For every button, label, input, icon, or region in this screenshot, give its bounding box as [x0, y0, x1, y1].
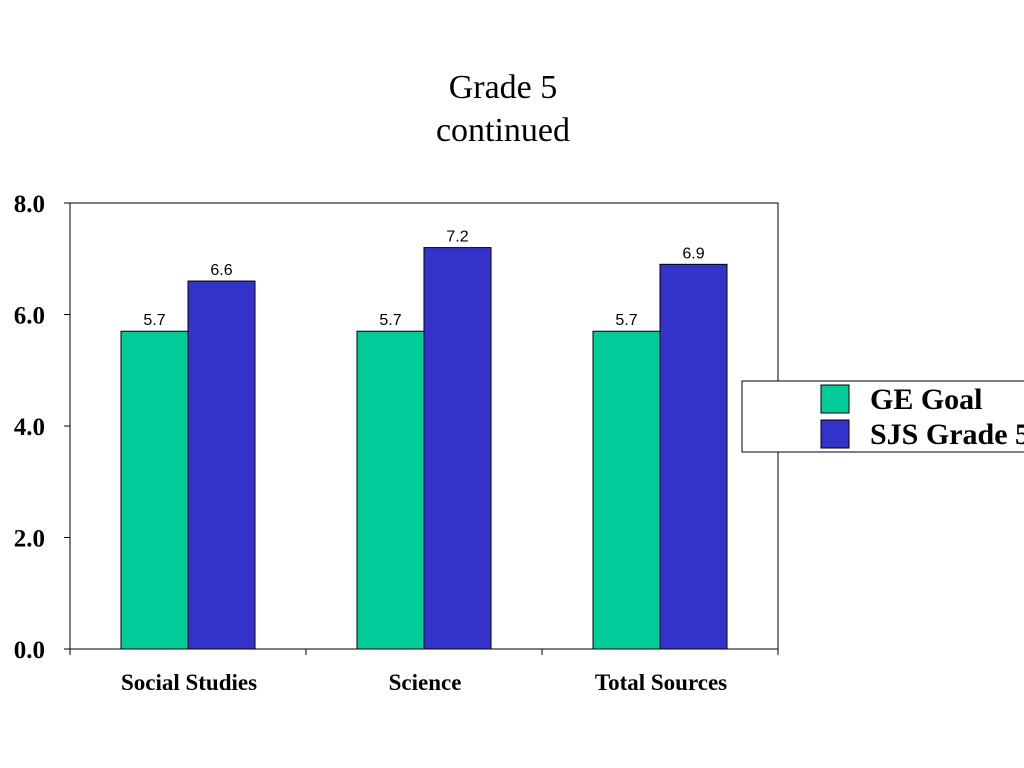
legend-swatch [820, 384, 850, 414]
bar [423, 247, 492, 650]
chart-subtitle-line: continued [435, 112, 571, 149]
bar [120, 330, 189, 650]
legend-swatch [820, 419, 850, 449]
data-label: 6.6 [210, 262, 232, 279]
y-tick-label: 6.0 [14, 303, 45, 330]
bar [187, 280, 256, 650]
legend-label: GE Goal [870, 383, 983, 416]
axes: 0.0 2.0 4.0 6.0 8.0 Social Studies Science Tota… [14, 191, 779, 695]
data-label: 5.7 [379, 312, 401, 329]
bar [659, 263, 728, 650]
data-label: 6.9 [682, 245, 704, 262]
bar [592, 330, 661, 650]
legend-label: SJS Grade 5 [870, 418, 1024, 451]
y-tick-label: 2.0 [14, 526, 45, 553]
y-tick-label: 8.0 [14, 191, 45, 218]
x-category-label: Total Sources [595, 670, 727, 695]
y-tick-label: 0.0 [14, 637, 45, 664]
bars [120, 247, 728, 650]
chart-title-line: Grade 5 [448, 69, 558, 106]
data-label: 5.7 [143, 312, 165, 329]
chart-title: Grade 5 continued [0, 66, 1006, 152]
data-label: 7.2 [446, 229, 468, 246]
data-labels: 5.7 6.6 5.7 7.2 5.7 6.9 [143, 229, 704, 330]
bar [356, 330, 425, 650]
y-tick-label: 4.0 [14, 414, 45, 441]
legend-box [741, 380, 1024, 453]
x-category-label: Social Studies [121, 670, 257, 695]
x-category-label: Science [389, 670, 462, 695]
data-label: 5.7 [615, 312, 637, 329]
